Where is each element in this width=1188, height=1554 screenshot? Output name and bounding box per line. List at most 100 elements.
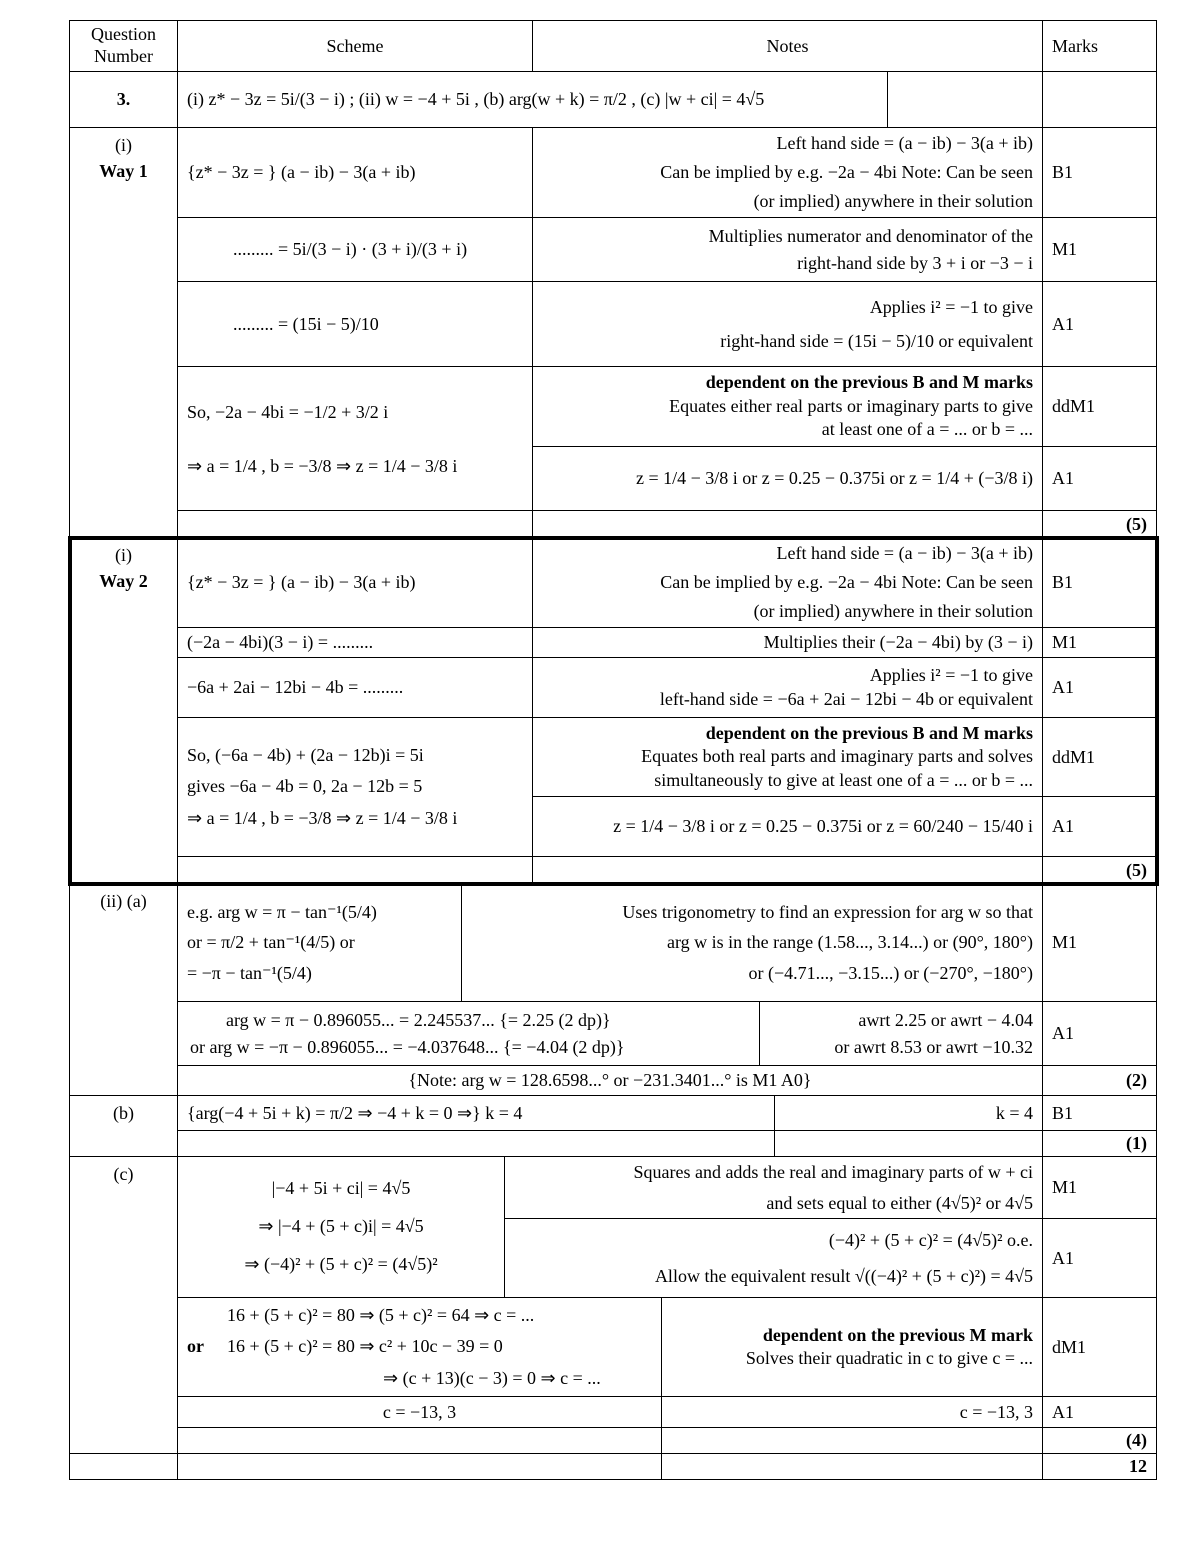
scheme-cell: c = −13, 3 bbox=[177, 1396, 662, 1428]
scheme-line: −6a + 2ai − 12bi − 4b = ......... bbox=[187, 677, 404, 698]
empty-cell bbox=[532, 510, 1043, 538]
empty-cell bbox=[69, 1453, 178, 1480]
notes-cell: Left hand side = (a − ib) − 3(a + ib) Ca… bbox=[532, 537, 1043, 628]
scheme-cell: 16 + (5 + c)² = 80 ⇒ (5 + c)² = 64 ⇒ c =… bbox=[177, 1297, 662, 1397]
notes-cell: c = −13, 3 bbox=[661, 1396, 1043, 1428]
mark-cell: ddM1 bbox=[1042, 717, 1157, 797]
subtotal: (5) bbox=[1042, 856, 1157, 884]
notes-cell: dependent on the previous B and M marks … bbox=[532, 366, 1043, 447]
notes-cell: Multiplies numerator and denominator of … bbox=[532, 217, 1043, 282]
scheme-line: So, (−6a − 4b) + (2a − 12b)i = 5i bbox=[187, 744, 424, 765]
notes-cell: Squares and adds the real and imaginary … bbox=[504, 1156, 1043, 1219]
empty-cell bbox=[661, 1427, 1043, 1454]
mark-cell: M1 bbox=[1042, 627, 1157, 658]
notes-line: Left hand side = (a − ib) − 3(a + ib) bbox=[776, 543, 1033, 564]
mark-cell: B1 bbox=[1042, 127, 1157, 218]
notes-line: (or implied) anywhere in their solution bbox=[753, 190, 1033, 211]
notes-line: Applies i² = −1 to give bbox=[869, 665, 1033, 686]
notes-cell: Left hand side = (a − ib) − 3(a + ib) Ca… bbox=[532, 127, 1043, 218]
notes-line: or awrt 8.53 or awrt −10.32 bbox=[834, 1036, 1033, 1057]
scheme-line: (−2a − 4bi)(3 − i) = ......... bbox=[187, 632, 374, 653]
scheme-cell: {arg(−4 + 5i + k) = π/2 ⇒ −4 + k = 0 ⇒} … bbox=[177, 1095, 775, 1131]
note-cell: {Note: arg w = 128.6598...° or −231.3401… bbox=[177, 1065, 1043, 1096]
scheme-cell: e.g. arg w = π − tan⁻¹(5/4) or = π/2 + t… bbox=[177, 883, 462, 1002]
notes-cell: awrt 2.25 or awrt − 4.04 or awrt 8.53 or… bbox=[759, 1001, 1043, 1066]
scheme-cell: ......... = 5i/(3 − i) · (3 + i)/(3 + i) bbox=[177, 217, 533, 282]
empty-cell bbox=[177, 856, 533, 884]
mark-cell: dM1 bbox=[1042, 1297, 1157, 1397]
notes-line: z = 1/4 − 3/8 i or z = 0.25 − 0.375i or … bbox=[635, 468, 1033, 489]
empty-cell bbox=[774, 1130, 1043, 1157]
notes-line: (−4)² + (5 + c)² = (4√5)² o.e. bbox=[828, 1230, 1033, 1250]
empty-cell bbox=[177, 1130, 775, 1157]
mark-cell: B1 bbox=[1042, 537, 1157, 628]
notes-line: (or implied) anywhere in their solution bbox=[753, 600, 1033, 621]
notes-line: right-hand side = (15i − 5)/10 or equiva… bbox=[720, 331, 1033, 351]
notes-line: and sets equal to either (4√5)² or 4√5 bbox=[766, 1192, 1033, 1213]
mark-cell: B1 bbox=[1042, 1095, 1157, 1131]
notes-line: Applies i² = −1 to give bbox=[869, 296, 1033, 317]
notes-cell: z = 1/4 − 3/8 i or z = 0.25 − 0.375i or … bbox=[532, 796, 1043, 857]
scheme-line: ⇒ |−4 + (5 + c)i| = 4√5 bbox=[258, 1216, 424, 1237]
mark-cell: A1 bbox=[1042, 657, 1157, 718]
notes-line: Multiplies their (−2a − 4bi) by (3 − i) bbox=[763, 632, 1033, 653]
notes-line: Solves their quadratic in c to give c = … bbox=[745, 1348, 1033, 1368]
subtotal: (2) bbox=[1042, 1065, 1157, 1096]
scheme-line: = −π − tan⁻¹(5/4) bbox=[187, 962, 312, 983]
scheme-cell: So, −2a − 4bi = −1/2 + 3/2 i ⇒ a = 1/4 ,… bbox=[177, 366, 533, 511]
notes-cell: dependent on the previous B and M marks … bbox=[532, 717, 1043, 797]
subtotal: (1) bbox=[1042, 1130, 1157, 1157]
notes-line: or (−4.71..., −3.15...) or (−270°, −180°… bbox=[748, 962, 1033, 983]
empty-cell bbox=[532, 856, 1043, 884]
scheme-cell: {z* − 3z = } (a − ib) − 3(a + ib) bbox=[177, 537, 533, 628]
way2-label-cell: (i) Way 2 bbox=[69, 537, 178, 884]
notes-line: awrt 2.25 or awrt − 4.04 bbox=[858, 1010, 1033, 1031]
scheme-cell: |−4 + 5i + ci| = 4√5 ⇒ |−4 + (5 + c)i| =… bbox=[177, 1156, 505, 1298]
scheme-line: arg w = π − 0.896055... = 2.245537... {=… bbox=[226, 1010, 611, 1031]
grand-total: 12 bbox=[1042, 1453, 1157, 1480]
mark-cell: M1 bbox=[1042, 883, 1157, 1002]
empty-cell bbox=[1042, 71, 1157, 128]
header-question-number: Question Number bbox=[69, 20, 178, 72]
mark-cell: A1 bbox=[1042, 1218, 1157, 1298]
notes-line: Multiplies numerator and denominator of … bbox=[708, 226, 1033, 247]
notes-line: dependent on the previous B and M marks bbox=[705, 372, 1033, 393]
notes-line: Allow the equivalent result √((−4)² + (5… bbox=[654, 1266, 1033, 1286]
mark-cell: A1 bbox=[1042, 796, 1157, 857]
notes-line: arg w is in the range (1.58..., 3.14...)… bbox=[667, 932, 1033, 953]
notes-line: Equates either real parts or imaginary p… bbox=[669, 395, 1033, 416]
notes-line: right-hand side by 3 + i or −3 − i bbox=[797, 252, 1033, 273]
empty-cell bbox=[177, 1453, 662, 1480]
notes-line: left-hand side = −6a + 2ai − 12bi − 4b o… bbox=[659, 688, 1033, 709]
scheme-cell: −6a + 2ai − 12bi − 4b = ......... bbox=[177, 657, 533, 718]
subtotal: (4) bbox=[1042, 1427, 1157, 1454]
notes-line: at least one of a = ... or b = ... bbox=[821, 419, 1033, 440]
question-statement: (i) z* − 3z = 5i/(3 − i) ; (ii) w = −4 +… bbox=[177, 71, 888, 128]
empty-cell bbox=[661, 1453, 1043, 1480]
scheme-line: 16 + (5 + c)² = 80 ⇒ c² + 10c − 39 = 0 bbox=[227, 1336, 503, 1357]
scheme-cell: arg w = π − 0.896055... = 2.245537... {=… bbox=[177, 1001, 760, 1066]
part-b-label: (b) bbox=[69, 1095, 178, 1157]
scheme-line: ⇒ a = 1/4 , b = −3/8 ⇒ z = 1/4 − 3/8 i bbox=[187, 807, 458, 828]
notes-cell: Applies i² = −1 to give right-hand side … bbox=[532, 281, 1043, 367]
scheme-line: 16 + (5 + c)² = 80 ⇒ (5 + c)² = 64 ⇒ c =… bbox=[227, 1304, 535, 1325]
scheme-cell: (−2a − 4bi)(3 − i) = ......... bbox=[177, 627, 533, 658]
notes-line: dependent on the previous M mark bbox=[762, 1324, 1033, 1345]
subtotal: (5) bbox=[1042, 510, 1157, 538]
scheme-line: or arg w = −π − 0.896055... = −4.037648.… bbox=[190, 1036, 625, 1057]
part-ii-a-label: (ii) (a) bbox=[69, 883, 178, 1096]
scheme-line: |−4 + 5i + ci| = 4√5 bbox=[271, 1178, 411, 1199]
mark-cell: M1 bbox=[1042, 1156, 1157, 1219]
mark-cell: A1 bbox=[1042, 1001, 1157, 1066]
header-marks: Marks bbox=[1042, 20, 1157, 72]
scheme-line: So, −2a − 4bi = −1/2 + 3/2 i bbox=[187, 401, 389, 422]
empty-cell bbox=[177, 1427, 662, 1454]
part-label: (i) bbox=[115, 135, 132, 155]
notes-cell: z = 1/4 − 3/8 i or z = 0.25 − 0.375i or … bbox=[532, 446, 1043, 511]
notes-cell: Applies i² = −1 to give left-hand side =… bbox=[532, 657, 1043, 718]
scheme-cell: {z* − 3z = } (a − ib) − 3(a + ib) bbox=[177, 127, 533, 218]
scheme-line: ⇒ a = 1/4 , b = −3/8 ⇒ z = 1/4 − 3/8 i bbox=[187, 455, 458, 476]
part-c-label: (c) bbox=[69, 1156, 178, 1454]
notes-line: z = 1/4 − 3/8 i or z = 0.25 − 0.375i or … bbox=[613, 816, 1033, 837]
notes-line: simultaneously to give at least one of a… bbox=[654, 769, 1033, 790]
